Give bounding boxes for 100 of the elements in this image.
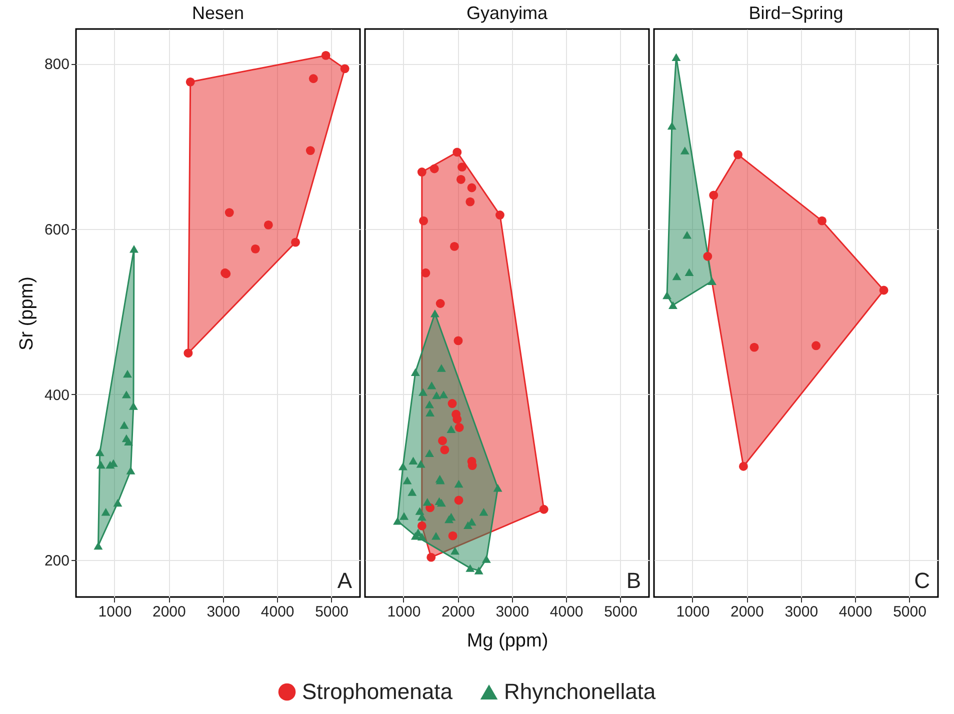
x-tick-label: 2000 — [441, 604, 475, 620]
point — [482, 555, 491, 563]
point — [439, 390, 448, 398]
x-tick-label: 4000 — [260, 604, 294, 620]
annotation: A — [337, 568, 352, 593]
point — [879, 286, 888, 295]
point — [662, 291, 672, 300]
x-tick-label: 5000 — [893, 604, 926, 620]
x-tick-label: 2000 — [730, 604, 764, 620]
point — [466, 197, 475, 206]
point — [101, 508, 110, 516]
point — [291, 238, 300, 247]
point — [493, 484, 502, 492]
point — [321, 50, 330, 60]
point — [667, 122, 676, 130]
point — [438, 436, 447, 446]
point — [444, 515, 454, 524]
point — [128, 402, 138, 410]
x-tick-label: 4000 — [838, 604, 872, 620]
chart-title: Nesen — [192, 3, 244, 23]
point — [474, 566, 484, 574]
point — [668, 301, 678, 310]
point — [450, 242, 459, 251]
x-tick-label: 2000 — [152, 604, 186, 620]
point — [122, 390, 131, 398]
point — [430, 310, 440, 318]
point — [130, 245, 138, 253]
point — [126, 466, 136, 474]
point — [422, 498, 432, 506]
point — [452, 148, 462, 157]
point — [123, 370, 132, 378]
point — [113, 498, 122, 507]
point — [738, 462, 748, 471]
point — [495, 210, 504, 220]
point — [448, 531, 458, 540]
point — [467, 183, 476, 192]
annotation: B — [626, 568, 641, 593]
point — [340, 64, 350, 74]
point — [94, 542, 103, 550]
x-tick-label: 5000 — [604, 604, 638, 620]
point — [425, 400, 434, 408]
x-tick-label: 1000 — [98, 604, 132, 620]
x-tick-label: 3000 — [496, 604, 530, 620]
point — [703, 252, 712, 261]
y-axis-title: Sr (ppm) — [16, 276, 38, 350]
legend-label: Strophomenata — [302, 679, 454, 704]
point — [416, 460, 426, 468]
point — [425, 449, 434, 458]
point — [479, 508, 488, 516]
point — [436, 299, 445, 308]
point — [417, 532, 426, 541]
point — [417, 168, 426, 176]
point — [308, 74, 318, 84]
point — [812, 341, 821, 350]
point — [456, 175, 466, 184]
point — [458, 162, 466, 172]
point — [402, 476, 412, 484]
point — [426, 408, 435, 416]
point — [96, 460, 106, 469]
point — [454, 480, 464, 488]
x-tick-label: 3000 — [206, 604, 240, 620]
point — [426, 552, 436, 562]
chart-title: Bird−Spring — [748, 3, 844, 23]
point — [464, 521, 472, 529]
x-tick-label: 3000 — [784, 604, 818, 620]
point — [410, 368, 420, 376]
point — [417, 521, 426, 530]
point — [418, 388, 428, 396]
point — [672, 53, 681, 61]
x-tick-label: 1000 — [387, 604, 421, 620]
x-tick-label: 1000 — [676, 604, 710, 620]
point — [430, 164, 439, 174]
point — [186, 77, 195, 86]
point — [393, 517, 402, 525]
point — [672, 272, 682, 280]
y-tick-label: 400 — [44, 386, 70, 404]
point — [448, 399, 457, 408]
point — [421, 268, 430, 278]
point — [818, 216, 826, 226]
point — [436, 364, 446, 372]
point — [466, 564, 475, 572]
point — [306, 146, 315, 155]
point — [419, 216, 428, 226]
point — [680, 146, 690, 154]
point — [709, 190, 718, 200]
legend-label: Rhynchonellata — [504, 679, 656, 704]
chart-title: Gyanyima — [466, 3, 548, 23]
x-tick-label: 4000 — [550, 604, 584, 620]
point — [734, 150, 742, 160]
point — [427, 381, 436, 390]
point — [400, 512, 408, 520]
point — [682, 230, 692, 239]
y-tick-label: 600 — [44, 222, 70, 239]
point — [450, 546, 460, 555]
point — [684, 268, 694, 276]
point — [440, 445, 450, 454]
point — [124, 438, 134, 446]
point — [250, 244, 260, 254]
point — [446, 425, 456, 434]
x-tick-label: 5000 — [315, 604, 348, 620]
